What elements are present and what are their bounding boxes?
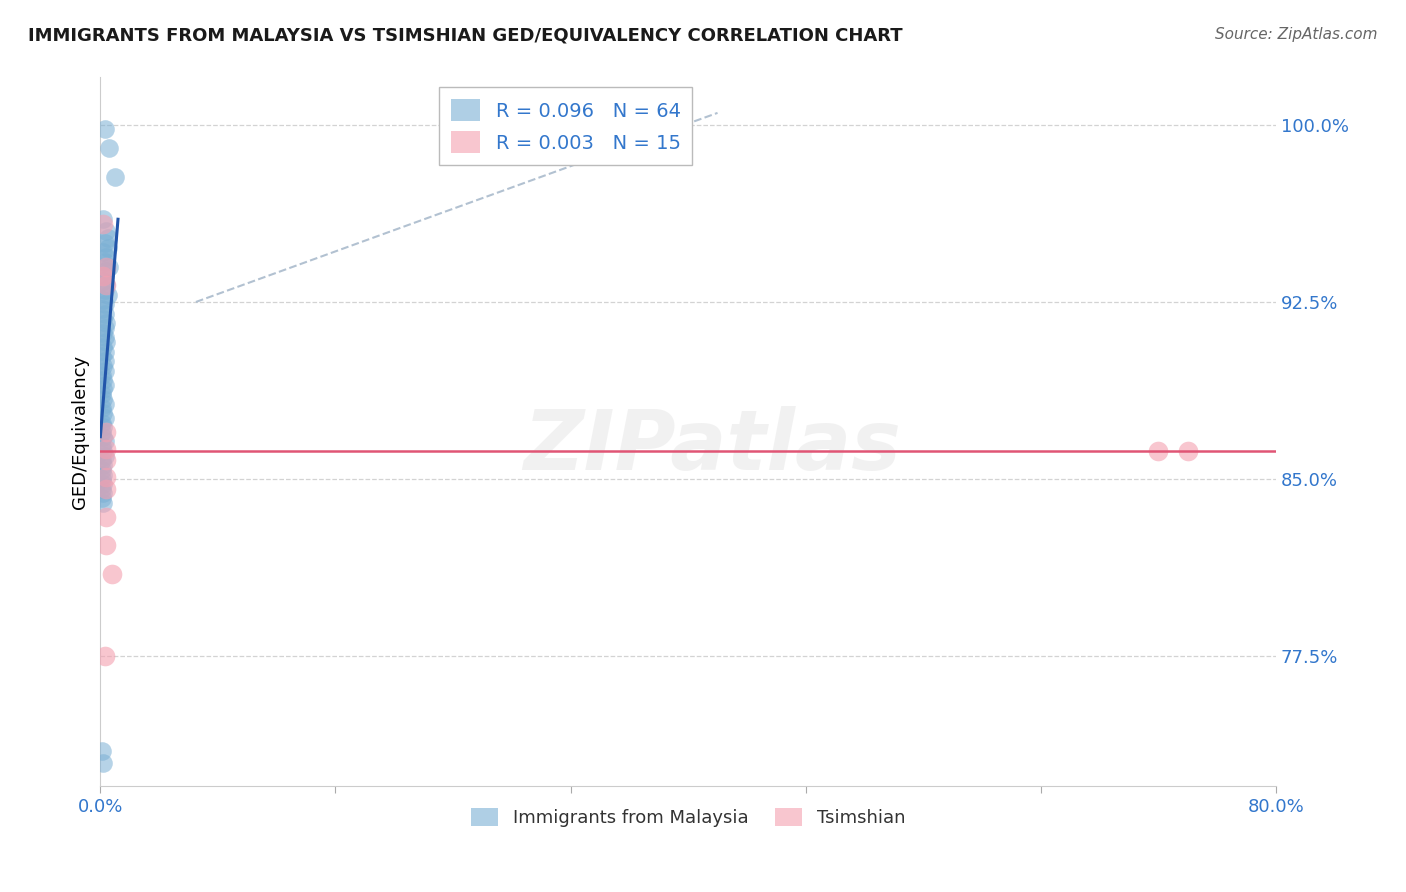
Point [91,430,114,444]
Point [101,566,124,581]
Point [96,538,118,552]
Point [94,344,117,359]
Point [96,278,118,293]
Point [90,453,112,467]
Point [91,756,114,770]
Point [91,420,114,434]
Point [96,278,118,293]
Point [90,387,112,401]
Point [90,401,112,416]
Point [97,288,120,302]
Point [90,744,112,758]
Point [91,245,114,260]
Point [94,283,117,297]
Point [90,368,112,383]
Point [96,442,118,456]
Legend: Immigrants from Malaysia, Tsimshian: Immigrants from Malaysia, Tsimshian [464,800,912,834]
Point [94,434,117,449]
Point [91,383,114,397]
Y-axis label: GED/Equivalency: GED/Equivalency [72,355,89,509]
Point [97,241,120,255]
Point [94,307,117,321]
Point [96,264,118,278]
Point [94,410,117,425]
Point [91,406,114,420]
Point [94,377,117,392]
Point [96,425,118,439]
Point [96,453,118,467]
Text: IMMIGRANTS FROM MALAYSIA VS TSIMSHIAN GED/EQUIVALENCY CORRELATION CHART: IMMIGRANTS FROM MALAYSIA VS TSIMSHIAN GE… [28,27,903,45]
Point [98,260,121,274]
Point [96,250,118,264]
Point [91,340,114,354]
Point [90,472,112,486]
Point [90,491,112,505]
Point [96,260,118,274]
Point [91,392,114,406]
Point [90,349,112,363]
Point [94,321,117,335]
Point [91,217,114,231]
Point [96,510,118,524]
Point [96,482,118,496]
Point [96,335,118,350]
Point [96,470,118,484]
Point [1147,443,1170,458]
Text: ZIPatlas: ZIPatlas [523,406,901,487]
Point [90,463,112,477]
Point [91,212,114,227]
Point [91,443,114,458]
Point [91,311,114,326]
Point [94,330,117,344]
Point [91,467,114,482]
Point [91,486,114,500]
Point [94,254,117,268]
Point [90,439,112,453]
Point [94,122,117,136]
Point [94,268,117,283]
Point [94,235,117,250]
Point [98,141,121,155]
Point [91,496,114,510]
Point [91,274,114,288]
Point [91,268,114,283]
Point [1177,443,1199,458]
Point [96,224,118,238]
Point [91,326,114,340]
Point [94,396,117,410]
Point [91,458,114,472]
Point [91,293,114,307]
Point [91,373,114,387]
Text: Source: ZipAtlas.com: Source: ZipAtlas.com [1215,27,1378,42]
Point [94,363,117,377]
Point [90,416,112,430]
Point [94,297,117,311]
Point [90,301,112,316]
Point [91,477,114,491]
Point [90,425,112,439]
Point [104,169,127,184]
Point [97,231,120,245]
Point [91,359,114,373]
Point [90,482,112,496]
Point [94,354,117,368]
Point [94,449,117,463]
Point [96,316,118,330]
Point [94,649,117,664]
